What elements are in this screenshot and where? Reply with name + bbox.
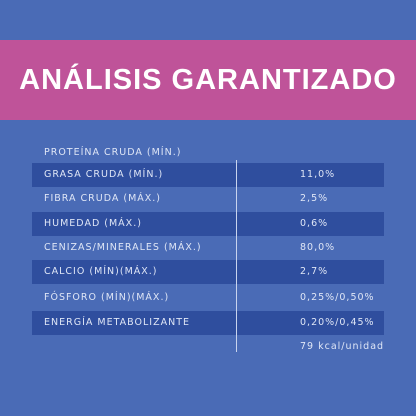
row-value: 0,25%/0,50% <box>300 292 375 303</box>
table-row: GRASA CRUDA (MÍN.) 11,0% <box>32 163 384 187</box>
row-value: 0,6% <box>300 218 329 229</box>
row-value: 80,0% <box>300 242 336 253</box>
row-label: GRASA CRUDA (MÍN.) <box>44 169 164 180</box>
banner: ANÁLISIS GARANTIZADO <box>0 40 416 120</box>
divider <box>236 160 237 352</box>
row-value: 0,20%/0,45% <box>300 317 375 328</box>
row-label: HUMEDAD (MÁX.) <box>44 218 142 229</box>
row-label: FÓSFORO (MÍN)(MÁX.) <box>44 292 170 303</box>
row-label: CALCIO (MÍN)(MÁX.) <box>44 266 158 277</box>
table-row: 79 kcal/unidad <box>32 335 384 359</box>
table-row: PROTEÍNA CRUDA (MÍN.) <box>32 141 384 165</box>
row-value: 11,0% <box>300 169 336 180</box>
table-row: CALCIO (MÍN)(MÁX.) 2,7% <box>32 260 384 284</box>
title: ANÁLISIS GARANTIZADO <box>19 63 397 96</box>
table-row: HUMEDAD (MÁX.) 0,6% <box>32 212 384 236</box>
row-value: 79 kcal/unidad <box>300 341 385 352</box>
table-row: FIBRA CRUDA (MÁX.) 2,5% <box>32 187 384 211</box>
row-label: PROTEÍNA CRUDA (MÍN.) <box>44 147 182 158</box>
row-value: 2,7% <box>300 266 329 277</box>
row-label: FIBRA CRUDA (MÁX.) <box>44 193 162 204</box>
row-value: 2,5% <box>300 193 329 204</box>
table-row: CENIZAS/MINERALES (MÁX.) 80,0% <box>32 236 384 260</box>
table-row: ENERGÍA METABOLIZANTE 0,20%/0,45% <box>32 311 384 335</box>
row-label: CENIZAS/MINERALES (MÁX.) <box>44 242 202 253</box>
row-label: ENERGÍA METABOLIZANTE <box>44 317 190 328</box>
table-row: FÓSFORO (MÍN)(MÁX.) 0,25%/0,50% <box>32 286 384 310</box>
